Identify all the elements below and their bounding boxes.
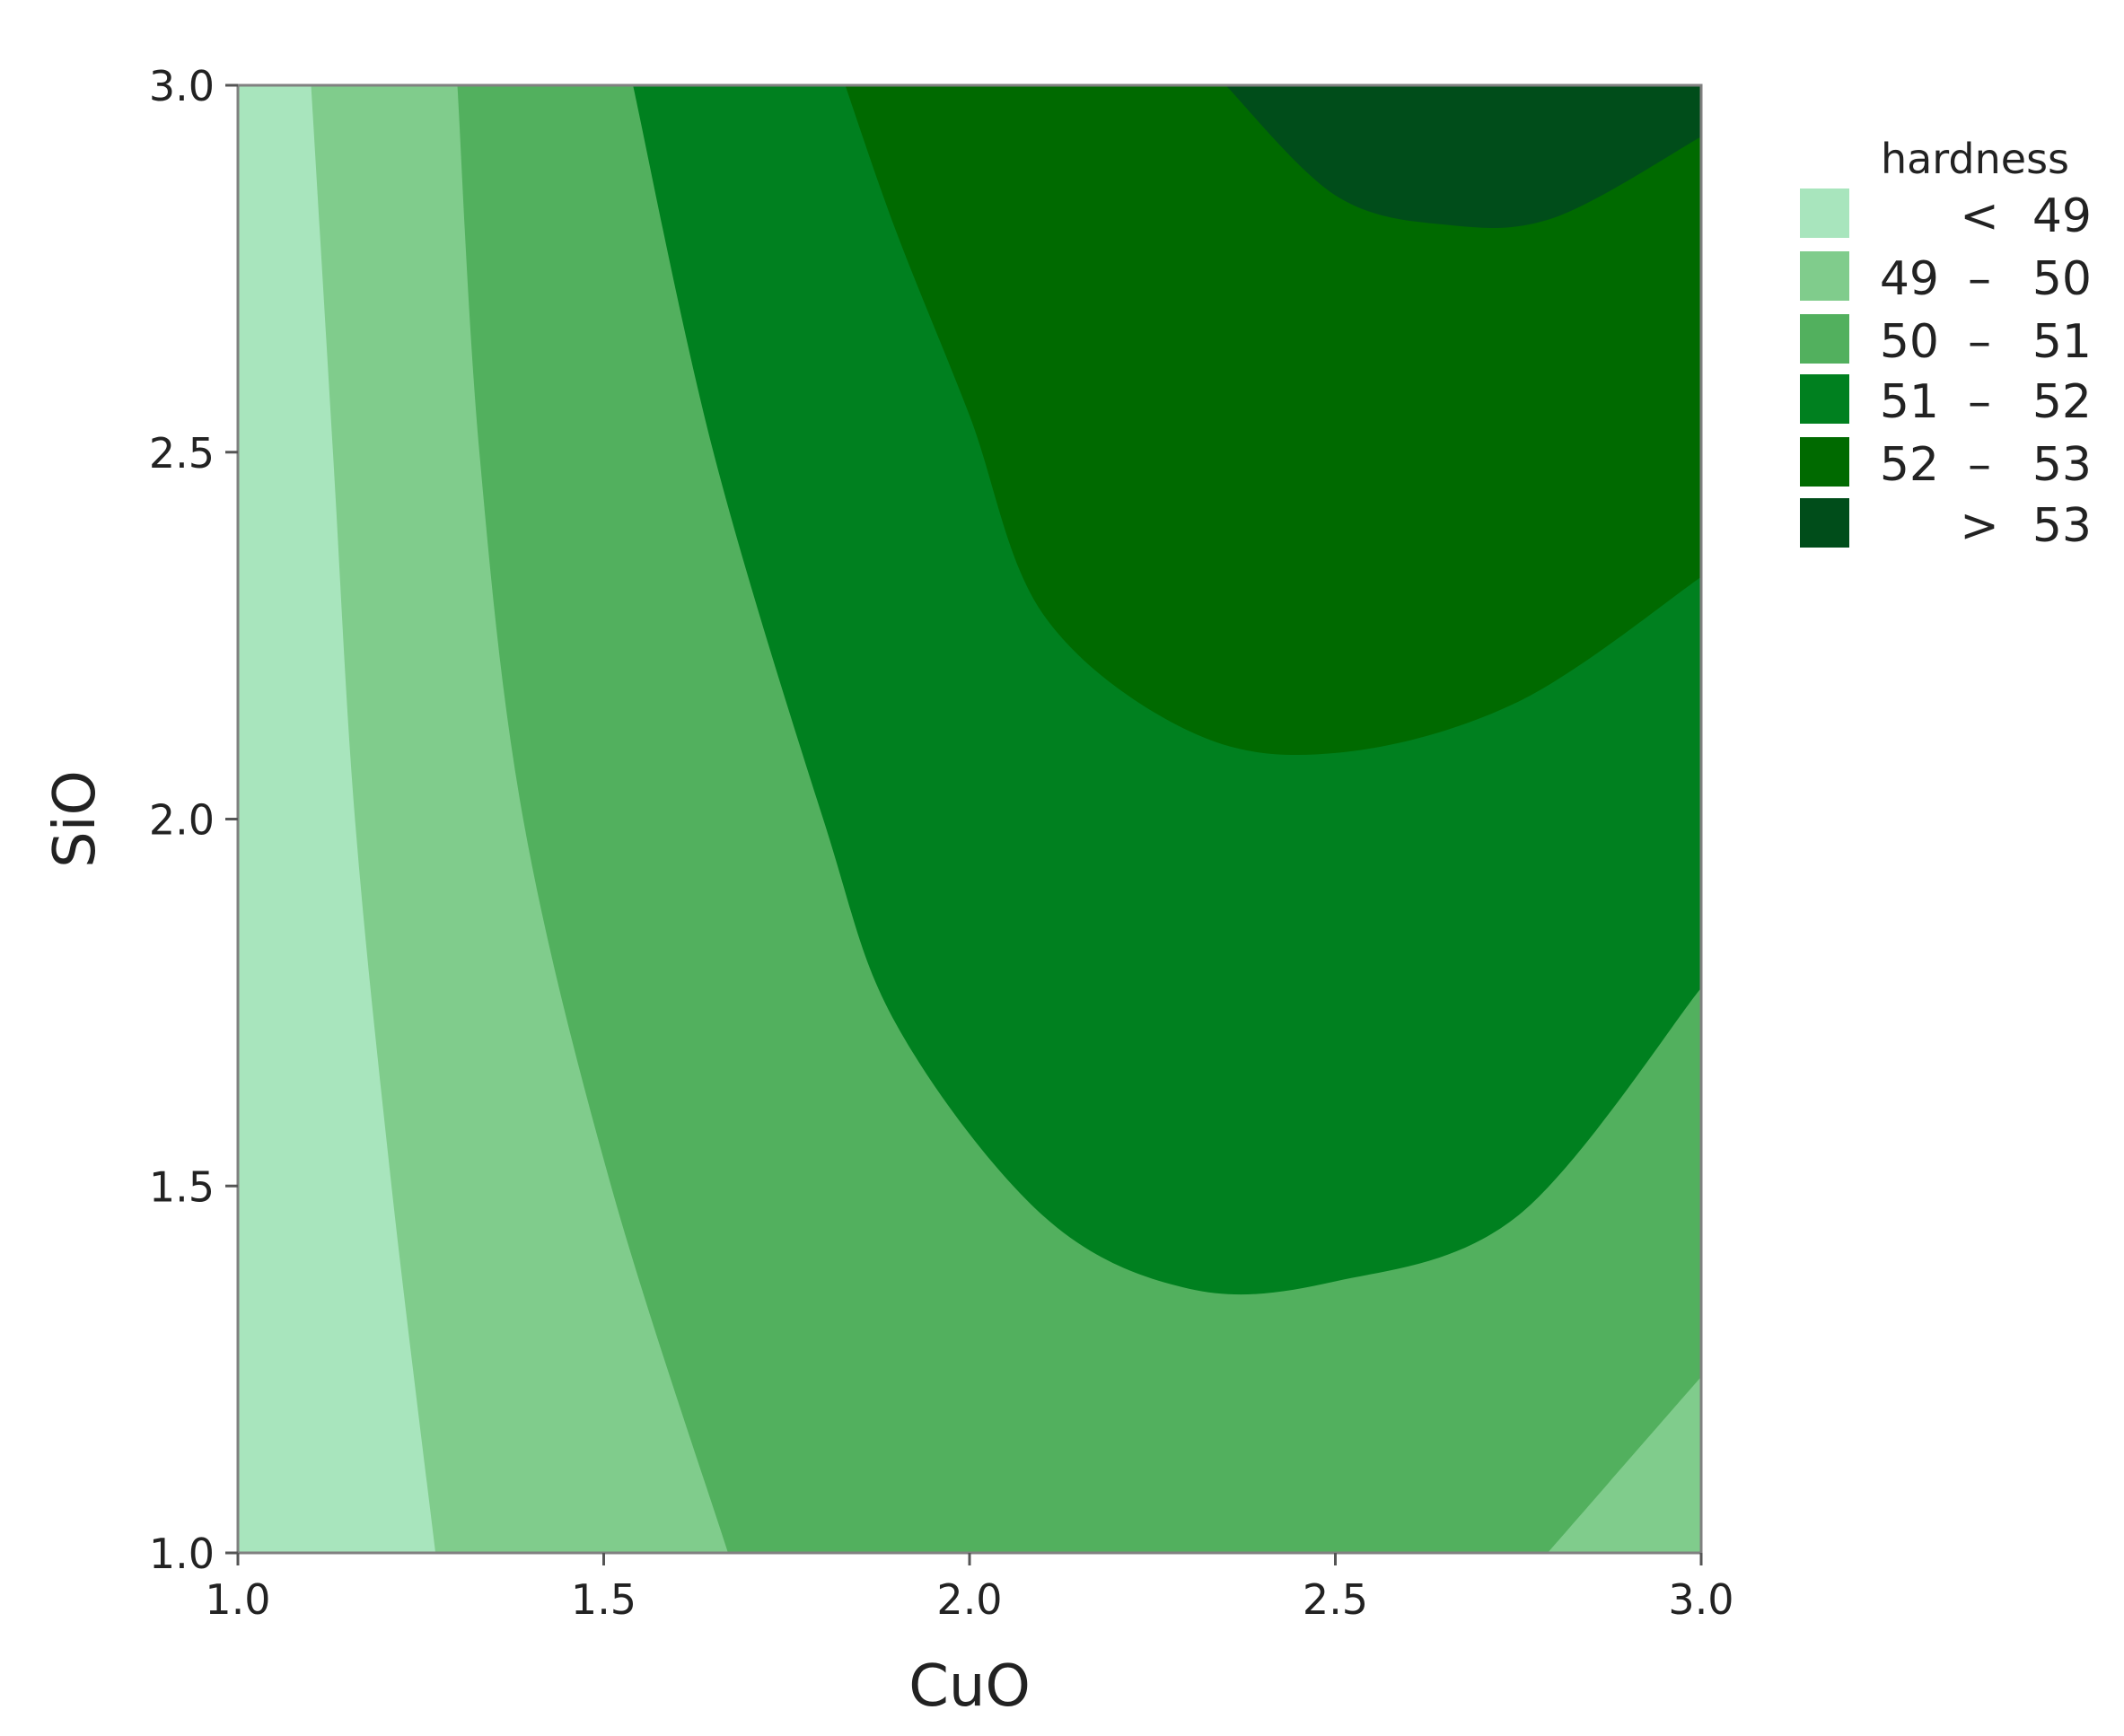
legend-range-high: 51 xyxy=(2032,315,2092,369)
legend-range-separator: > xyxy=(1960,499,1999,553)
legend-swatch xyxy=(1800,498,1849,548)
contour-band-49-50-corner xyxy=(1547,1376,1701,1553)
legend-range-low: 49 xyxy=(1880,252,1939,306)
x-axis-title: CuO xyxy=(908,1653,1031,1720)
legend-range-low: 52 xyxy=(1880,438,1939,492)
legend-swatch xyxy=(1800,437,1849,487)
legend-range-separator: – xyxy=(1968,315,1991,369)
legend-range-high: 50 xyxy=(2032,252,2092,306)
legend-range-high: 53 xyxy=(2032,499,2092,553)
y-axis-title: SiO xyxy=(42,770,109,868)
y-tick-label: 1.5 xyxy=(149,1162,215,1211)
legend-range-low: 50 xyxy=(1880,315,1939,369)
legend-title: hardness xyxy=(1881,135,2069,183)
legend-range-high: 49 xyxy=(2032,189,2092,243)
x-tick-label: 1.0 xyxy=(205,1575,270,1624)
legend-range-high: 53 xyxy=(2032,438,2092,492)
legend-range-low: 51 xyxy=(1880,375,1939,429)
plot-area xyxy=(238,85,1701,1553)
contour-band-52-53 xyxy=(845,85,1701,756)
x-axis: 1.0 1.5 2.0 2.5 3.0 xyxy=(205,1553,1734,1624)
contour-band-gt53 xyxy=(1225,85,1701,228)
legend-swatch xyxy=(1800,251,1849,301)
y-tick-label: 3.0 xyxy=(149,62,215,110)
y-tick-label: 2.5 xyxy=(149,429,215,478)
legend-range-separator: < xyxy=(1960,189,1999,243)
x-tick-label: 1.5 xyxy=(571,1575,636,1624)
y-axis: 1.0 1.5 2.0 2.5 3.0 xyxy=(149,62,238,1578)
y-tick-label: 1.0 xyxy=(149,1530,215,1578)
x-tick-label: 2.5 xyxy=(1303,1575,1368,1624)
legend-range-separator: – xyxy=(1968,438,1991,492)
x-tick-label: 2.0 xyxy=(936,1575,1002,1624)
legend-range-high: 52 xyxy=(2032,375,2092,429)
legend-swatch xyxy=(1800,314,1849,364)
legend-swatch xyxy=(1800,189,1849,238)
legend-swatch xyxy=(1800,374,1849,424)
legend-range-separator: – xyxy=(1968,375,1991,429)
legend-range-separator: – xyxy=(1968,252,1991,306)
y-tick-label: 2.0 xyxy=(149,796,215,845)
x-tick-label: 3.0 xyxy=(1668,1575,1733,1624)
